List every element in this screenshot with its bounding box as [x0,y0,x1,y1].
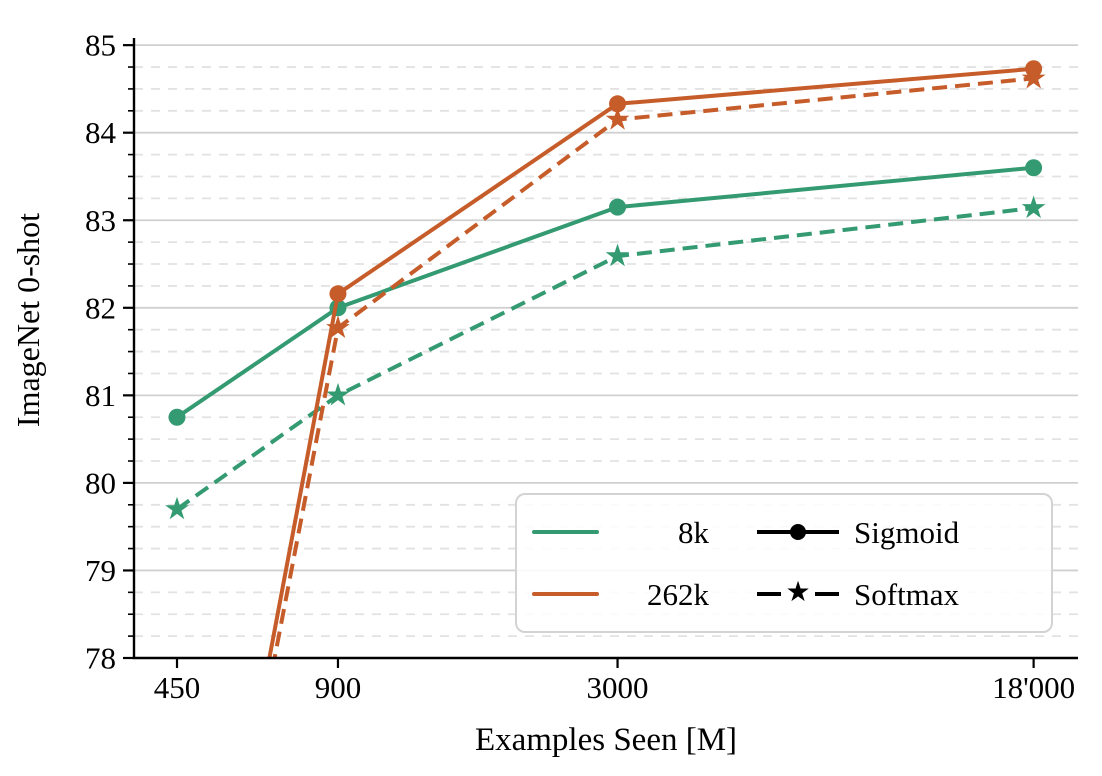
y-tick-label: 85 [85,28,116,63]
8k-line-swatch-icon [532,530,599,534]
star-marker-icon [1021,195,1046,219]
circle-marker-icon [609,198,627,216]
y-tick-label: 78 [85,641,116,676]
star-marker-icon [605,243,630,267]
series-line [272,76,1034,658]
circle-marker-icon [168,408,186,426]
series-262k-sigmoid [267,60,1043,658]
star-marker-icon [326,315,350,338]
legend-label-8k: 8k [678,514,709,550]
y-tick-label: 80 [85,465,116,500]
y-tick-label: 84 [85,115,117,150]
series-8k-sigmoid [168,159,1043,426]
star-marker-icon [605,107,630,130]
circle-marker-icon [1025,159,1043,177]
star-marker-icon [165,496,189,520]
sigmoid-style-swatch-icon [757,517,839,547]
dashed-line-icon [815,592,839,596]
x-axis-label: Examples Seen [M] [474,722,738,758]
dashed-line-icon [757,592,781,596]
y-tick-label: 79 [85,553,116,588]
series-line [267,66,1034,658]
softmax-style-swatch-icon: ★ [757,575,839,609]
series-line [175,206,1034,511]
star-marker-icon [1021,65,1046,89]
plot-area [165,60,1046,658]
legend-label-softmax: Softmax [854,576,960,612]
x-tick-label: 900 [315,670,362,705]
circle-marker-icon [329,285,347,303]
legend: 8k Sigmoid 262k ★ Softmax [515,493,1053,633]
262k-line-swatch-icon [532,592,599,596]
legend-row-softmax: 262k ★ Softmax [517,569,1051,619]
series-262k-softmax [272,65,1046,658]
legend-row-sigmoid: 8k Sigmoid [517,507,1051,557]
y-tick-label: 83 [85,203,116,238]
y-tick-label: 81 [85,378,116,413]
y-tick-label: 82 [85,290,116,325]
axes: 78 79 80 81 82 83 84 85 450 900 3000 18'000 [85,28,1078,705]
legend-label-262k: 262k [647,576,709,612]
circle-marker-icon [609,95,627,113]
y-axis-label: ImageNet 0-shot [10,212,46,428]
x-tick-label: 3000 [587,670,649,705]
series-8k-softmax [165,195,1046,520]
x-tick-label: 450 [154,670,201,705]
circle-marker-icon [790,524,806,540]
star-marker-icon [326,382,350,406]
star-marker-icon: ★ [785,575,811,608]
series-line [175,165,1034,419]
x-tick-label: 18'000 [992,670,1075,705]
legend-label-sigmoid: Sigmoid [854,514,960,550]
